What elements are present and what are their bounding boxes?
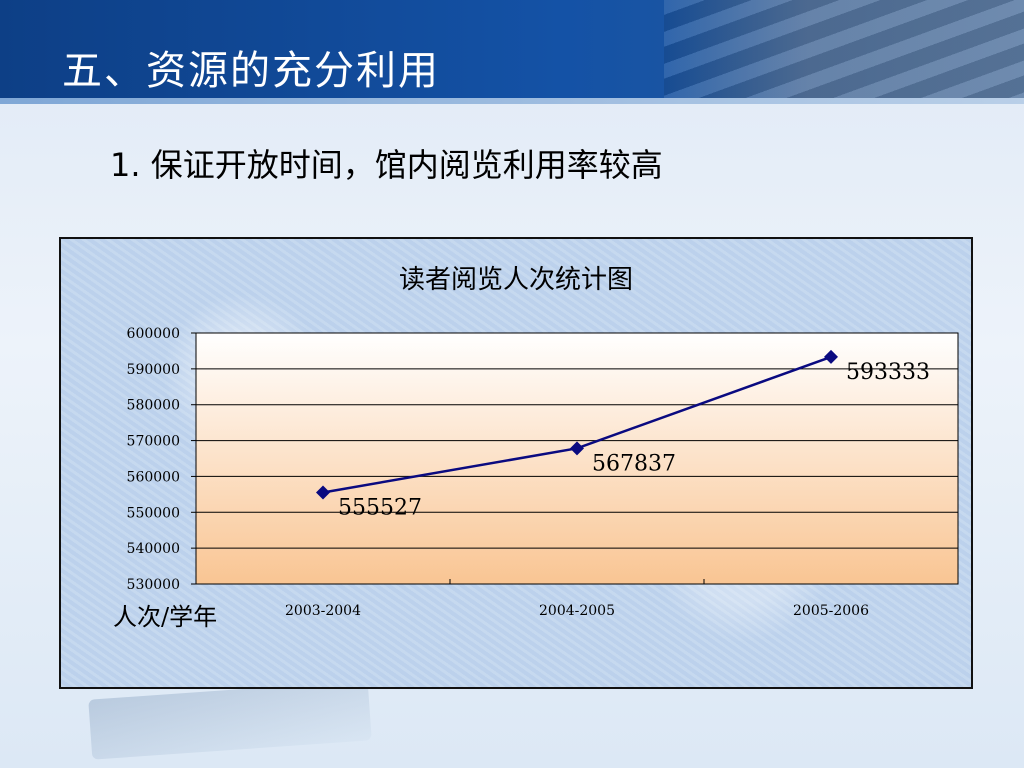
- data-point-marker: [570, 441, 584, 456]
- slide-subtitle: 1. 保证开放时间，馆内阅览利用率较高: [110, 146, 663, 184]
- y-tick-label: 570000: [127, 434, 180, 450]
- slide-header: [0, 0, 1024, 100]
- chart-frame: 读者阅览人次统计图 人次/学年 530000 540000 550000 560000…: [59, 237, 973, 689]
- data-point-marker: [316, 485, 330, 500]
- y-tick-label: 530000: [127, 577, 180, 593]
- y-tick-label: 560000: [127, 469, 180, 485]
- plot-area: [195, 332, 959, 585]
- data-point-marker: [824, 349, 838, 364]
- y-tick-label: 590000: [127, 362, 180, 378]
- y-tick-label: 540000: [127, 541, 180, 557]
- slide-title: 五、资源的充分利用: [62, 48, 440, 94]
- book-decoration: [88, 680, 372, 760]
- y-tick-label: 600000: [127, 326, 180, 342]
- books-decoration: [664, 0, 1024, 100]
- y-tick-label: 580000: [127, 398, 180, 414]
- line-chart: 530000 540000 550000 560000 570000 580000 5900…: [127, 326, 959, 619]
- x-tick-label: 2004-2005: [539, 603, 615, 619]
- data-label: 593333: [846, 360, 930, 385]
- x-tick-label: 2005-2006: [793, 603, 869, 619]
- data-label: 555527: [338, 495, 422, 520]
- x-tick-label: 2003-2004: [285, 603, 361, 619]
- y-axis-label: 人次/学年: [113, 603, 218, 631]
- chart-title: 读者阅览人次统计图: [398, 265, 633, 295]
- header-underline: [0, 98, 1024, 104]
- data-label: 567837: [592, 451, 676, 476]
- y-tick-label: 550000: [127, 505, 180, 521]
